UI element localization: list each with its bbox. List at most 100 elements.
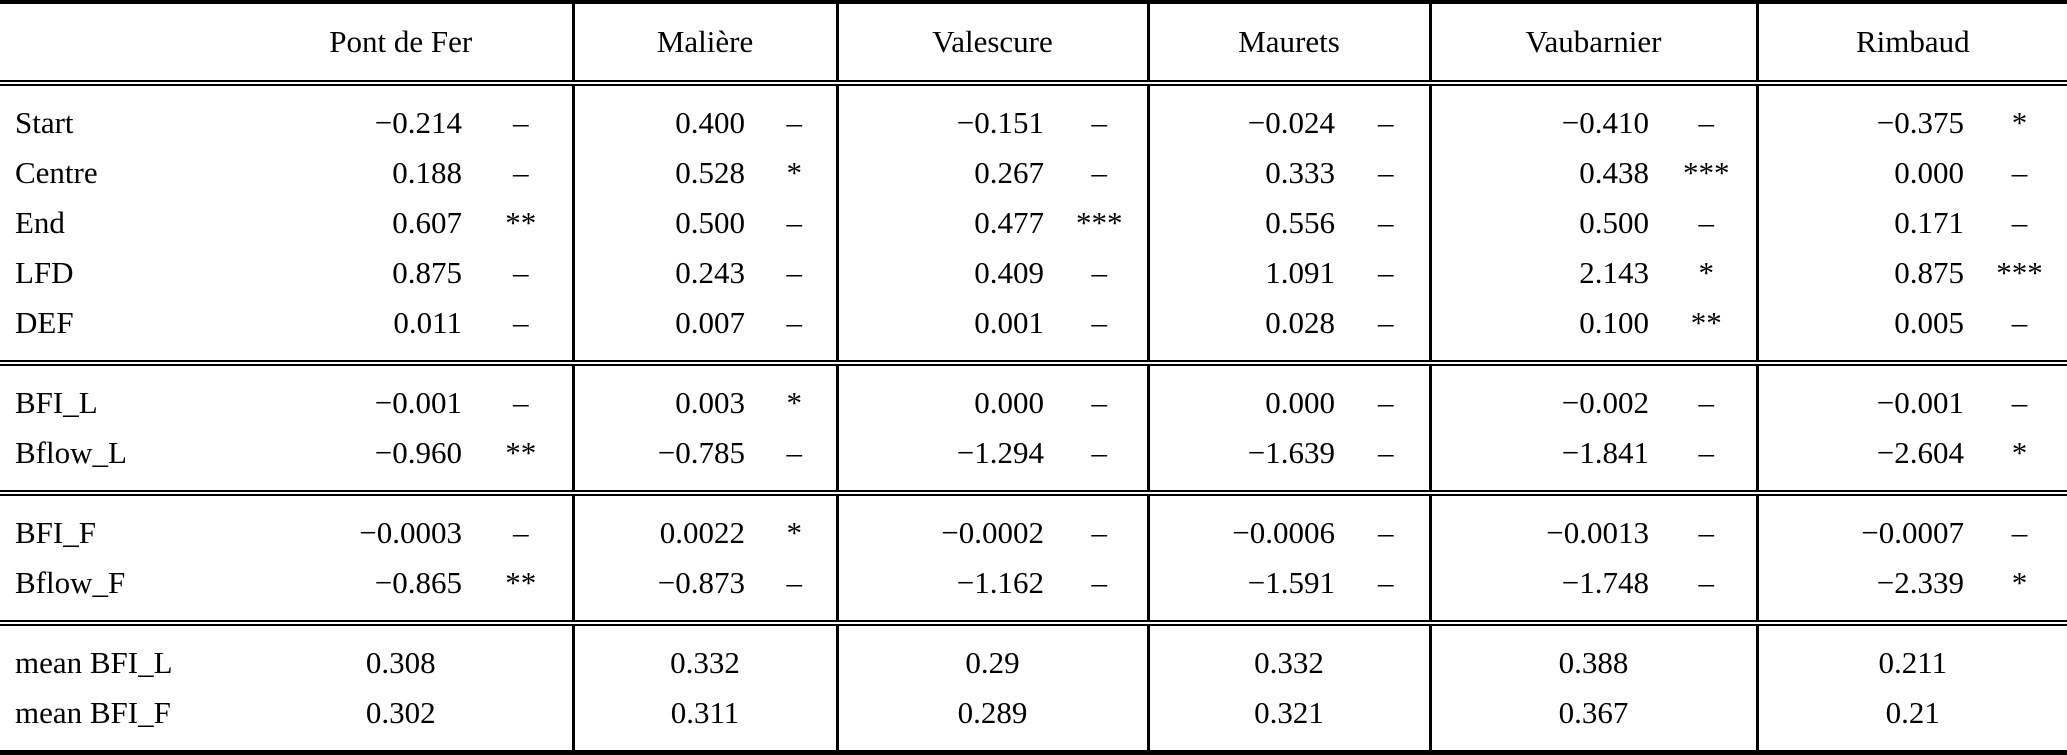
table-row: mean BFI_L 0.308 0.332 0.29 0.332 0.388 0.211 (0, 623, 2067, 688)
cell-significance: ** (505, 205, 537, 240)
cell-significance: * (786, 385, 803, 420)
column-header-valescure: Valescure (835, 2, 1149, 83)
cell-value: 0.477 (835, 198, 1053, 248)
cell-significance: – (1091, 255, 1108, 290)
table-row: LFD 0.875–0.243–0.409–1.091–2.143 * 0.875 **… (0, 248, 2067, 298)
table-row: Bflow_L −0.960 ** −0.785– −1.294– −1.639– −1.8… (0, 428, 2067, 493)
cell-significance: * (786, 155, 803, 190)
row-label: End (15, 205, 65, 240)
cell-significance: – (513, 155, 529, 190)
column-header-vaubarnier: Vaubarnier (1428, 2, 1758, 83)
cell-significance: *** (1996, 255, 2043, 290)
cell-significance: – (1091, 435, 1108, 470)
cell-value: −2.604 (1755, 428, 1973, 493)
cell-value: 0.409 (835, 248, 1053, 298)
cell-value: 0.005 (1755, 298, 1973, 363)
table-row: Start −0.214–0.400– −0.151– −0.024– −0.410– −… (0, 83, 2067, 148)
cell-value: −0.0003 (359, 515, 462, 550)
cell-value: 2.143 (1428, 248, 1658, 298)
cell-value: 0.267 (835, 148, 1053, 198)
cell-significance: – (1698, 205, 1715, 240)
table-row: mean BFI_F 0.302 0.311 0.289 0.321 0.367 0.21 (0, 688, 2067, 753)
cell-significance: – (1378, 255, 1394, 290)
cell-value: 0.188 (392, 155, 462, 190)
cell-significance: * (1698, 255, 1715, 290)
row-label: BFI_F (15, 515, 96, 550)
cell-value: −0.785 (571, 428, 753, 493)
cell-significance: – (1091, 565, 1108, 600)
cell-significance: * (2011, 105, 2028, 140)
cell-value: −2.339 (1755, 558, 1973, 623)
cell-significance: – (1378, 385, 1394, 420)
cell-value: −0.002 (1428, 363, 1658, 428)
mean-value: 0.332 (571, 623, 838, 688)
mean-value: 0.211 (1755, 623, 2067, 688)
cell-value: −0.024 (1146, 83, 1344, 148)
cell-significance: – (786, 205, 803, 240)
cell-value: 0.000 (835, 363, 1053, 428)
cell-significance: – (786, 305, 803, 340)
mean-value: 0.21 (1755, 688, 2067, 753)
cell-significance: – (513, 305, 529, 340)
cell-significance: – (1091, 305, 1108, 340)
cell-significance: – (1091, 155, 1108, 190)
row-label: LFD (15, 255, 74, 290)
cell-significance: – (786, 255, 803, 290)
cell-value: −0.865 (374, 565, 462, 600)
table-row: BFI_F −0.0003–0.0022 * −0.0002– −0.0006– −0.0… (0, 493, 2067, 558)
cell-value: −0.001 (374, 385, 462, 420)
cell-significance: – (2011, 305, 2028, 340)
section-bfi-f: BFI_F −0.0003–0.0022 * −0.0002– −0.0006– −0.0… (0, 493, 2067, 623)
mean-value: 0.332 (1146, 623, 1431, 688)
cell-significance: – (1091, 385, 1108, 420)
cell-significance: – (1091, 105, 1108, 140)
column-header-rimbaud: Rimbaud (1755, 2, 2067, 83)
cell-value: 0.243 (571, 248, 753, 298)
row-label: Bflow_F (15, 565, 126, 600)
cell-value: −0.960 (374, 435, 462, 470)
cell-significance: – (513, 105, 529, 140)
cell-significance: ** (505, 435, 537, 470)
cell-significance: – (1378, 205, 1394, 240)
row-label: Bflow_L (15, 435, 127, 470)
cell-value: −0.375 (1755, 83, 1973, 148)
cell-value: 0.333 (1146, 148, 1344, 198)
cell-significance: ** (505, 565, 537, 600)
cell-significance: – (513, 385, 529, 420)
cell-significance: – (1698, 105, 1715, 140)
cell-significance: – (2011, 385, 2028, 420)
cell-value: 0.003 (571, 363, 753, 428)
cell-significance: – (1378, 305, 1394, 340)
cell-value: 0.0022 (571, 493, 753, 558)
cell-significance: – (2011, 155, 2028, 190)
cell-value: 0.000 (1146, 363, 1344, 428)
cell-value: 0.556 (1146, 198, 1344, 248)
cell-value: 0.400 (571, 83, 753, 148)
mean-value: 0.289 (835, 688, 1149, 753)
header-row: Pont de Fer Malière Valescure Maurets Va… (0, 2, 2067, 83)
section-flow-regime: Start −0.214–0.400– −0.151– −0.024– −0.410– −… (0, 83, 2067, 363)
cell-significance: – (786, 105, 803, 140)
table-row: BFI_L −0.001–0.003 * 0.000–0.000– −0.002– −0.… (0, 363, 2067, 428)
section-means: mean BFI_L 0.308 0.332 0.29 0.332 0.388 0.211 m… (0, 623, 2067, 753)
cell-value: 0.000 (1755, 148, 1973, 198)
cell-value: −0.0007 (1755, 493, 1973, 558)
cell-value: 0.100 (1428, 298, 1658, 363)
row-label: mean BFI_F (15, 695, 171, 730)
cell-value: −1.162 (835, 558, 1053, 623)
cell-significance: – (1378, 515, 1394, 550)
mean-value: 0.321 (1146, 688, 1431, 753)
table-row: Bflow_F −0.865 ** −0.873– −1.162– −1.591– −1.7… (0, 558, 2067, 623)
cell-value: −0.0013 (1428, 493, 1658, 558)
table-row: DEF 0.011–0.007–0.001–0.028–0.100 ** 0.005– (0, 298, 2067, 363)
mean-value: 0.388 (1428, 623, 1758, 688)
cell-value: −0.873 (571, 558, 753, 623)
cell-value: −0.0002 (835, 493, 1053, 558)
row-label: mean BFI_L (15, 645, 173, 680)
corner-cell (0, 2, 230, 83)
cell-significance: – (1698, 385, 1715, 420)
section-bfi-l: BFI_L −0.001–0.003 * 0.000–0.000– −0.002– −0.… (0, 363, 2067, 493)
table-row: Centre 0.188–0.528 * 0.267–0.333–0.438 *** 0.… (0, 148, 2067, 198)
